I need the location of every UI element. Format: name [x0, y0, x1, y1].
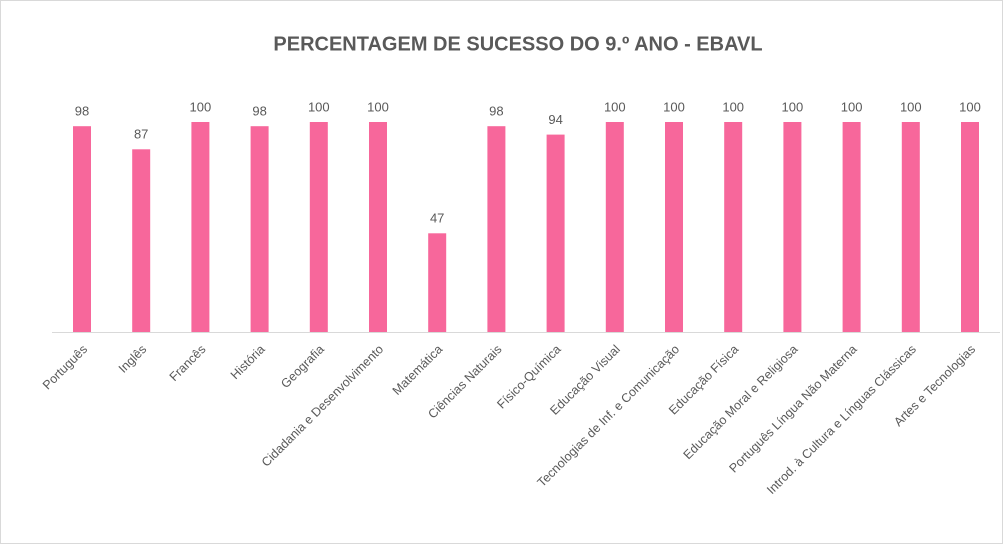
data-label: 98 [252, 104, 266, 119]
bar [605, 122, 624, 332]
bar [191, 122, 210, 332]
bar [487, 126, 506, 332]
bar [73, 126, 91, 332]
bar [250, 126, 269, 332]
bar [724, 122, 743, 332]
data-label: 100 [663, 99, 685, 114]
bar [901, 122, 920, 332]
chart-title: PERCENTAGEM DE SUCESSO DO 9.º ANO - EBAV… [273, 33, 762, 55]
data-label: 100 [308, 99, 330, 114]
bar [546, 134, 565, 332]
bar [309, 122, 328, 332]
data-label: 98 [75, 104, 89, 119]
data-label: 100 [782, 99, 804, 114]
bar [428, 233, 447, 332]
data-label: 100 [722, 99, 744, 114]
bar [961, 122, 979, 332]
data-label: 47 [430, 211, 444, 226]
data-label: 87 [134, 127, 148, 142]
bar [842, 122, 861, 332]
bar [132, 149, 151, 332]
bar [369, 122, 387, 332]
data-label: 100 [190, 99, 212, 114]
bar [783, 122, 802, 332]
data-label: 100 [604, 99, 626, 114]
bar [665, 122, 683, 332]
data-label: 100 [900, 99, 922, 114]
data-label: 98 [489, 104, 503, 119]
data-label: 100 [959, 99, 981, 114]
data-label: 94 [548, 112, 562, 127]
data-label: 100 [367, 99, 389, 114]
data-label: 100 [841, 99, 863, 114]
